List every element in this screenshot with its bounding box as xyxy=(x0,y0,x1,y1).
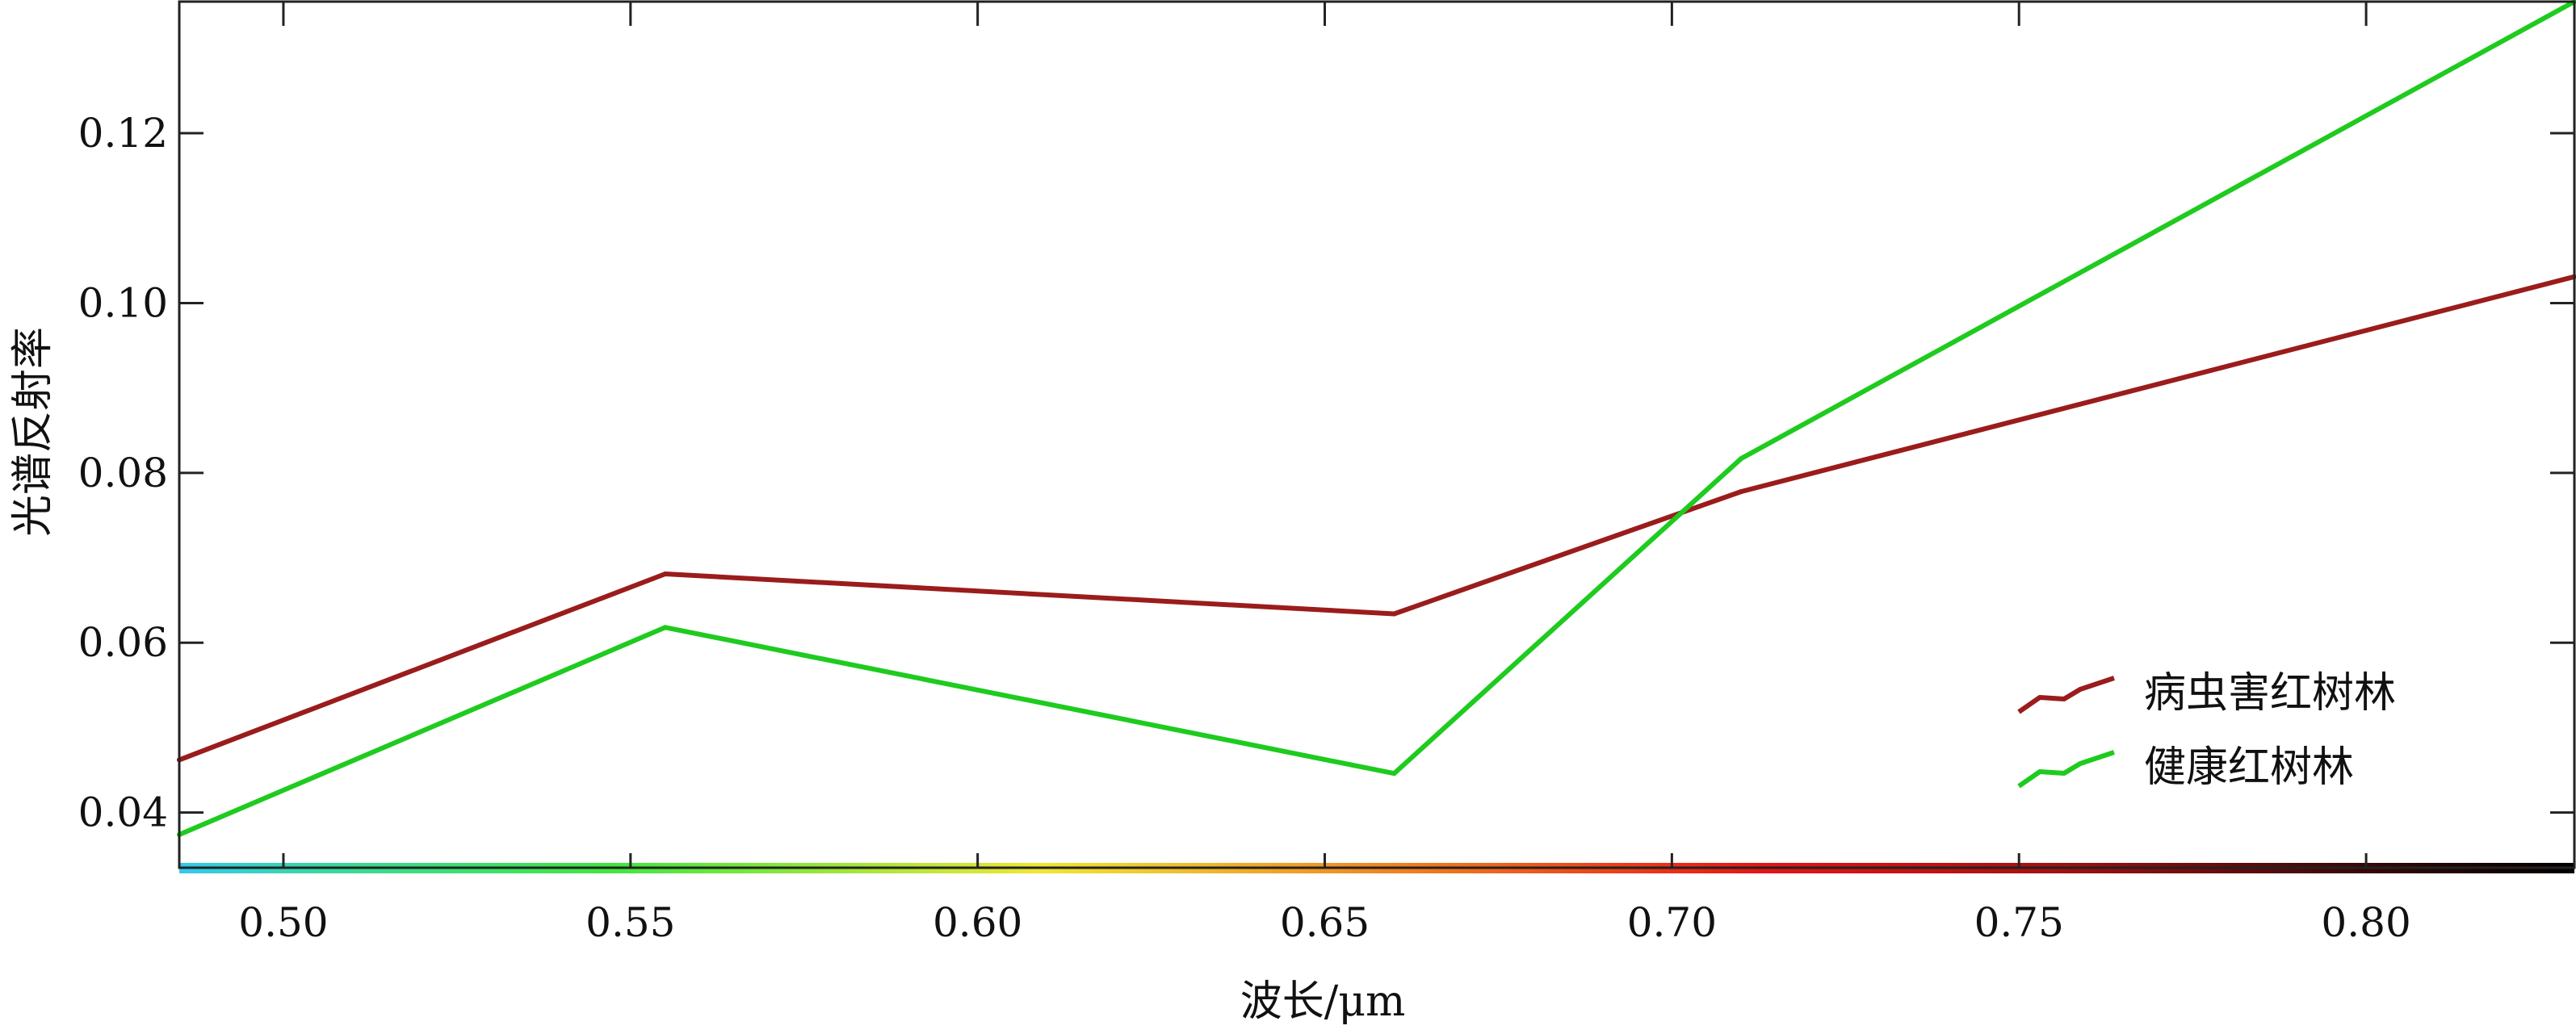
legend-label-1: 健康红树林 xyxy=(2144,743,2354,792)
series-0-point xyxy=(1739,489,1744,494)
legend-label-0: 病虫害红树林 xyxy=(2144,669,2396,718)
y-tick-label: 0.06 xyxy=(78,619,168,666)
x-axis-label: 波长/μm xyxy=(1240,977,1406,1026)
legend-swatch-0 xyxy=(2017,676,2115,714)
y-tick-label: 0.08 xyxy=(78,450,168,496)
x-tick-label: 0.65 xyxy=(1280,899,1370,946)
x-tick-label: 0.55 xyxy=(585,899,675,946)
y-tick-label: 0.12 xyxy=(78,110,168,157)
series-1-point xyxy=(1391,771,1397,777)
x-tick-label: 0.70 xyxy=(1627,899,1717,946)
legend-swatch-1 xyxy=(2017,750,2115,789)
y-tick-label: 0.04 xyxy=(78,789,168,836)
series-1-point xyxy=(1739,456,1744,461)
series-0-point xyxy=(1391,611,1397,617)
x-tick-label: 0.80 xyxy=(2321,899,2410,946)
plot-frame xyxy=(178,0,2576,869)
y-tick-label: 0.10 xyxy=(78,279,168,326)
x-tick-label: 0.50 xyxy=(238,899,328,946)
x-tick-label: 0.60 xyxy=(933,899,1022,946)
series-1-point xyxy=(662,625,668,630)
y-axis-label: 光谱反射率 xyxy=(9,327,57,537)
series-0-point xyxy=(662,571,668,576)
x-tick-label: 0.75 xyxy=(1974,899,2064,946)
